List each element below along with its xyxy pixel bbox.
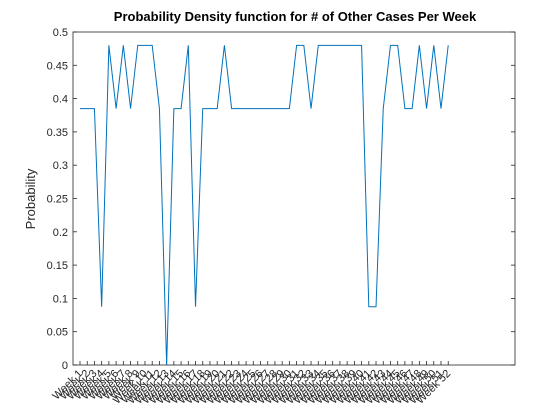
y-tick-label: 0.05 [47,327,68,339]
y-tick-label: 0.2 [53,227,68,239]
y-tick-label: 0 [62,360,68,372]
y-tick-label: 0.15 [47,260,68,272]
chart-title: Probability Density function for # of Ot… [114,9,477,24]
y-tick-label: 0.25 [47,194,68,206]
y-tick-label: 0.45 [47,60,68,72]
y-axis-label: Probability [23,168,38,229]
y-tick-label: 0.4 [53,94,68,106]
y-tick-label: 0.1 [53,293,68,305]
data-line [80,44,449,366]
y-tick-label: 0.5 [53,27,68,39]
y-tick-label: 0.35 [47,127,68,139]
y-tick-label: 0.3 [53,160,68,172]
